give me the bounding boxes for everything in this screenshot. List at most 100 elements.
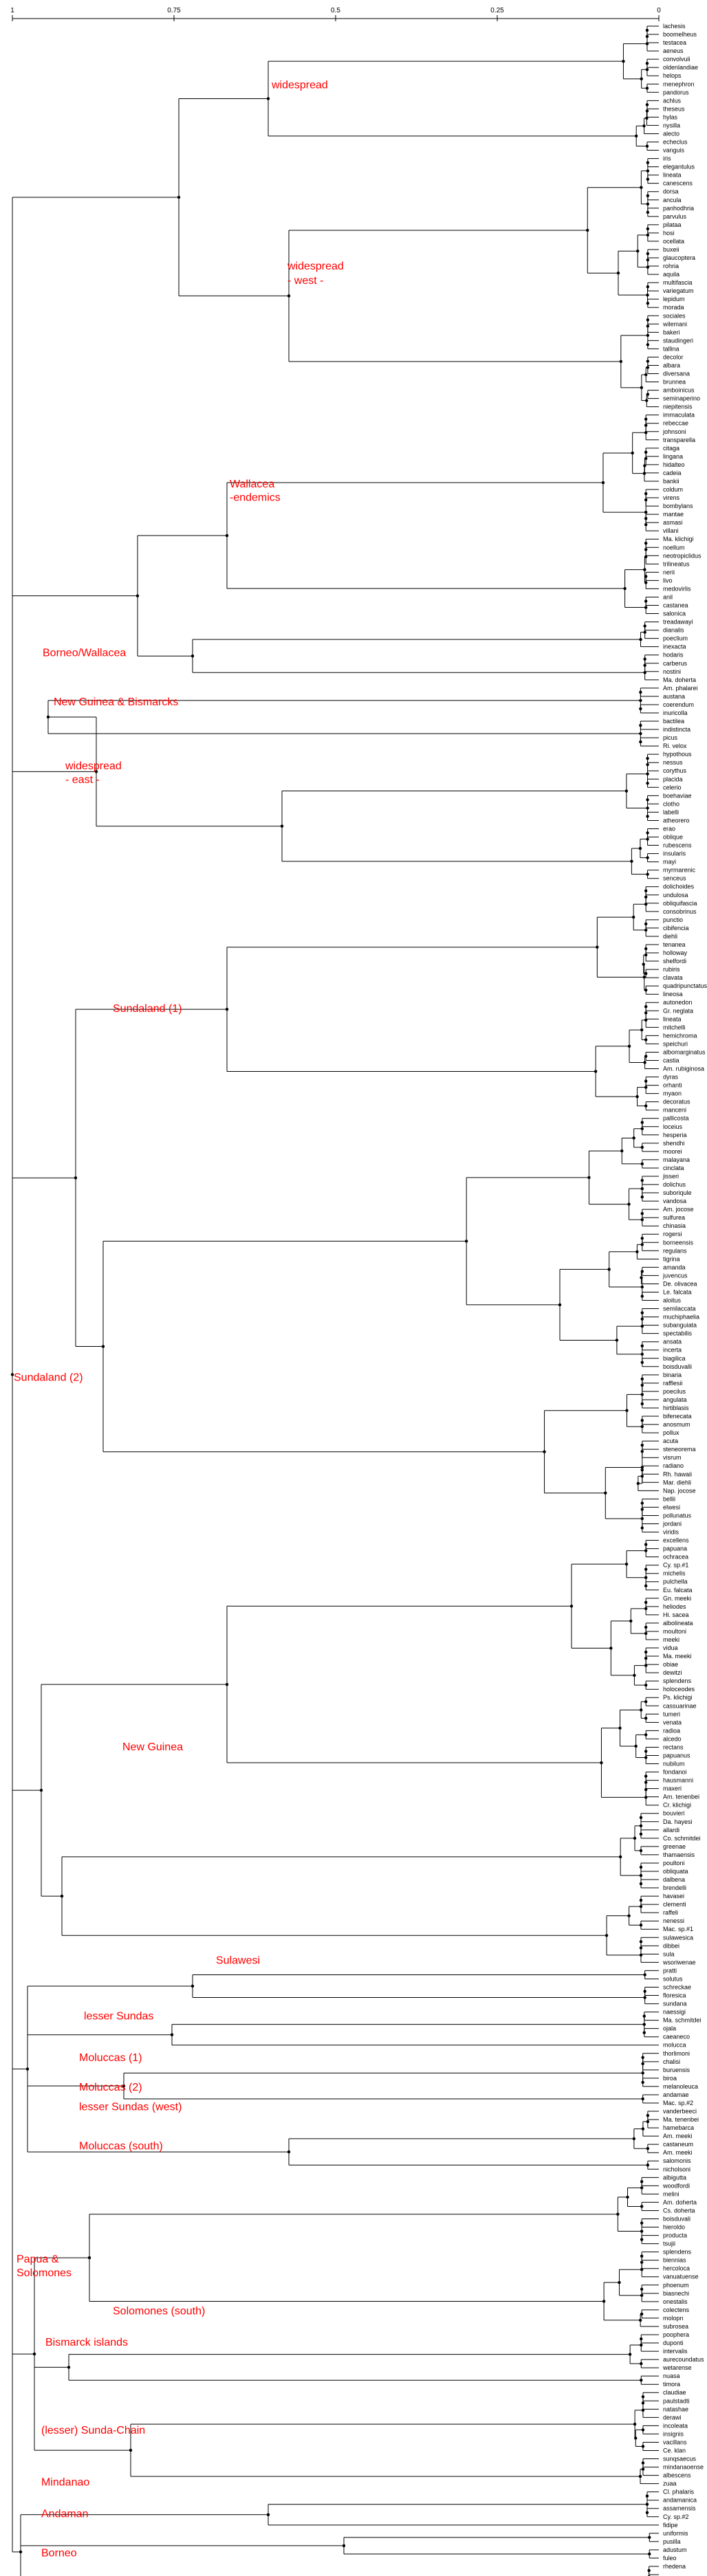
tree-node xyxy=(628,2353,632,2356)
tree-node xyxy=(640,1501,644,1505)
leaf-label: schreckae xyxy=(663,1984,691,1991)
leaf-label: nubilum xyxy=(663,1761,685,1768)
tree-node xyxy=(74,1176,78,1180)
leaf-label: asmasi xyxy=(663,519,683,526)
tree-node xyxy=(640,1526,644,1530)
tree-node xyxy=(607,1268,611,1271)
leaf-label: Mac. sp.#1 xyxy=(663,1926,693,1933)
leaf-label: castaneum xyxy=(663,2141,693,2148)
leaf-label: labelli xyxy=(663,808,679,815)
leaf-label: acuta xyxy=(663,1438,678,1444)
tree-node xyxy=(640,1028,644,1032)
leaf-label: buruensis xyxy=(663,2067,690,2073)
leaf-label: producta xyxy=(663,2232,687,2239)
tree-node xyxy=(640,2238,644,2241)
leaf-label: boisduvali xyxy=(663,2216,690,2223)
tree-node xyxy=(644,555,648,558)
leaf-label: clotho xyxy=(663,800,679,807)
leaf-label: rhedena xyxy=(663,2563,686,2570)
tree-node xyxy=(644,423,648,427)
leaf-label: wilemani xyxy=(662,320,687,327)
leaf-label: lineosa xyxy=(663,991,683,998)
clade-label: Borneo xyxy=(41,2548,77,2560)
tree-node xyxy=(191,654,195,658)
tree-node xyxy=(640,1295,644,1298)
leaf-label: menephron xyxy=(663,80,695,87)
tree-node xyxy=(646,258,650,262)
leaf-label: dalbena xyxy=(663,1876,685,1883)
leaf-label: staudingeri xyxy=(663,337,693,344)
tree-node xyxy=(640,1237,644,1240)
scale-label: 0 xyxy=(657,7,661,14)
tree-node xyxy=(640,1443,644,1447)
tree-node xyxy=(640,1211,644,1215)
leaf-label: sulawesica xyxy=(663,1934,693,1941)
leaf-label: albara xyxy=(663,362,680,369)
tree-node xyxy=(596,945,599,949)
tree-node xyxy=(644,1796,648,1799)
tree-node xyxy=(644,971,648,976)
tree-node xyxy=(646,837,649,841)
leaf-label: speichuri xyxy=(663,1040,688,1047)
tree-node xyxy=(643,671,646,674)
tree-node xyxy=(640,1449,644,1453)
leaf-label: havasei xyxy=(663,1893,684,1900)
leaf-label: hirtiblasis xyxy=(663,1405,689,1411)
tree-node xyxy=(644,510,648,514)
tree-node xyxy=(170,2033,174,2036)
tree-node xyxy=(640,2205,644,2208)
tree-node xyxy=(225,533,229,538)
tree-node xyxy=(639,723,642,727)
leaf-label: nuasa xyxy=(663,2373,680,2379)
leaf-label: bactilea xyxy=(663,718,684,725)
leaf-label: Mac. sp.#2 xyxy=(663,2100,693,2106)
leaf-label: borneensis xyxy=(663,1239,694,1246)
tree-node xyxy=(644,928,648,932)
leaf-label: vanguis xyxy=(663,147,685,154)
leaf-label: amanda xyxy=(663,1264,686,1270)
tree-node xyxy=(645,109,649,113)
tree-node xyxy=(646,265,650,269)
leaf-label: immaculata xyxy=(663,412,695,419)
leaf-label: intervalis xyxy=(663,2348,688,2355)
tree-node xyxy=(622,59,625,63)
leaf-label: senceus xyxy=(663,875,686,882)
leaf-label: uniformis xyxy=(663,2530,688,2537)
leaf-label: claudiae xyxy=(663,2389,686,2396)
tree-node xyxy=(644,599,648,603)
leaf-label: variegatum xyxy=(663,287,694,294)
tree-node xyxy=(640,1311,644,1314)
leaf-label: dorsa xyxy=(663,188,679,195)
leaf-label: fondanoi xyxy=(663,1769,687,1776)
tree-node xyxy=(644,516,648,520)
tree-node xyxy=(646,872,649,876)
leaf-label: Ri. velox xyxy=(663,742,687,749)
tree-node xyxy=(644,498,648,502)
tree-node xyxy=(643,624,646,628)
tree-node xyxy=(644,922,648,926)
leaf-label: thorlimoni xyxy=(663,2050,690,2057)
tree-node xyxy=(646,233,650,237)
leaf-label: spectabilis xyxy=(663,1330,693,1337)
clade-label: New Guinea & Bismarcks xyxy=(54,696,178,708)
leaf-label: parvulus xyxy=(663,213,687,220)
leaf-label: melanoleuca xyxy=(663,2083,698,2090)
tree-node xyxy=(640,1517,644,1521)
tree-node xyxy=(642,2014,646,2018)
tree-node xyxy=(594,1070,598,1073)
tree-node xyxy=(644,1079,648,1083)
tree-node xyxy=(191,1984,195,1988)
leaf-label: treadawayi xyxy=(663,619,693,626)
clade-label: - west - xyxy=(287,275,323,287)
tree-node xyxy=(620,1149,624,1153)
leaf-label: ancula xyxy=(663,197,682,203)
tree-node xyxy=(643,663,646,667)
tree-node xyxy=(646,762,649,767)
clade-label: Borneo/Wallacea xyxy=(43,648,126,659)
tree-node xyxy=(644,1584,648,1587)
tree-node xyxy=(645,103,649,107)
leaf-label: aeneus xyxy=(663,47,684,54)
tree-node xyxy=(646,333,650,338)
leaf-label: solutus xyxy=(663,1976,683,1983)
tree-node xyxy=(638,2474,642,2478)
